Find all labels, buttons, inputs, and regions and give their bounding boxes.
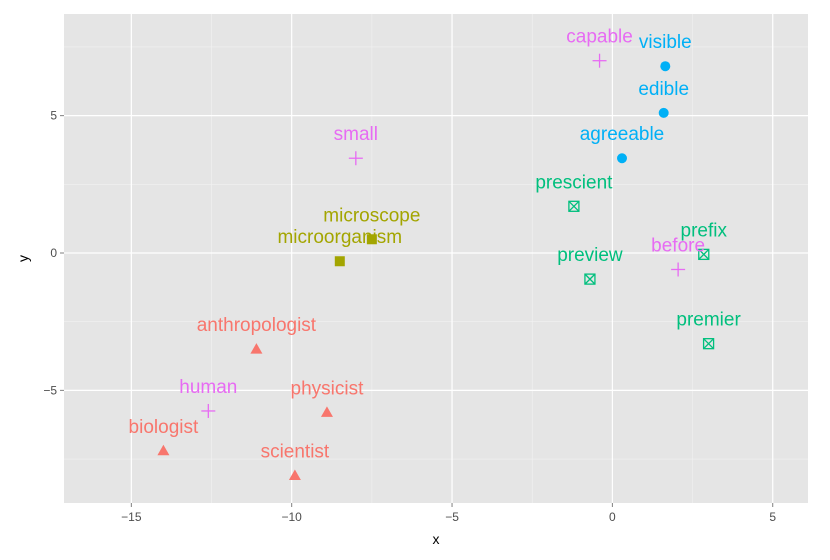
point-label: before (651, 235, 705, 256)
axis-ticks: −15 −10 −5 0 5 −5 0 5 (43, 109, 776, 524)
x-tick-label: 5 (769, 510, 776, 524)
y-tick-label: 5 (50, 109, 57, 123)
point-label: edible (638, 79, 689, 100)
data-points (157, 53, 715, 481)
data-point (592, 53, 607, 68)
point-label: premier (676, 310, 741, 331)
point-label: biologist (129, 417, 199, 438)
x-tick-label: −15 (121, 510, 142, 524)
data-point (671, 262, 686, 277)
data-point (702, 338, 715, 350)
data-point (660, 61, 671, 72)
point-label: capable (566, 27, 633, 48)
point-label: prefix (681, 220, 728, 241)
data-point (334, 256, 345, 267)
x-axis-title: x (433, 531, 440, 547)
point-label: small (334, 124, 378, 145)
point-label: human (179, 377, 237, 398)
x-tick-label: 0 (609, 510, 616, 524)
data-point (288, 469, 301, 481)
data-point (320, 406, 333, 417)
data-point (617, 153, 627, 164)
point-label: microscope (323, 205, 420, 226)
data-point (157, 444, 170, 456)
data-point (568, 200, 580, 212)
plot-panel (64, 14, 808, 503)
point-label: physicist (291, 378, 365, 399)
x-tick-label: −5 (445, 510, 459, 524)
x-tick-label: −10 (282, 510, 303, 524)
data-point (584, 273, 596, 285)
minor-gridlines (64, 14, 808, 503)
y-tick-label: 0 (50, 246, 57, 260)
data-point (658, 107, 669, 118)
data-point (366, 234, 377, 245)
data-point (250, 343, 263, 354)
data-point (201, 403, 216, 418)
point-label: visible (639, 32, 692, 53)
major-gridlines (64, 14, 808, 503)
point-label: scientist (261, 442, 330, 463)
y-axis-title: y (15, 255, 31, 262)
point-labels: anthropologist physicist biologist scientis… (129, 27, 742, 463)
point-label: preview (557, 245, 623, 266)
point-label: anthropologist (197, 315, 317, 336)
data-point (348, 151, 363, 166)
point-label: agreeable (580, 124, 665, 145)
point-label: microorganism (277, 227, 402, 248)
y-tick-label: −5 (43, 383, 57, 397)
point-label: prescient (535, 172, 613, 193)
data-point (698, 248, 710, 261)
